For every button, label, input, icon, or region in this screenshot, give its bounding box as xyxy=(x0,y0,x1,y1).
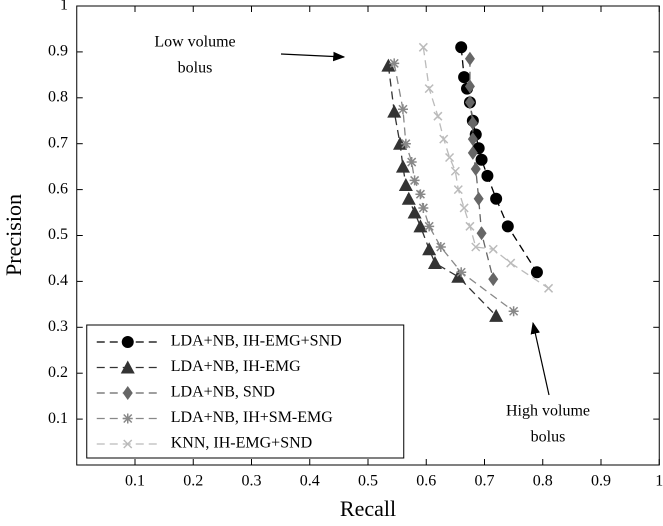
legend-label: LDA+NB, SND xyxy=(171,384,275,401)
marker xyxy=(464,95,475,110)
x-tick-label: 0.6 xyxy=(416,473,436,490)
marker xyxy=(427,256,442,270)
marker xyxy=(389,58,400,69)
x-tick-label: 0.4 xyxy=(300,473,320,490)
marker xyxy=(530,266,543,279)
x-tick-label: 1 xyxy=(655,473,663,490)
marker xyxy=(456,267,467,278)
legend-label: LDA+NB, IH+SM-EMG xyxy=(171,409,333,426)
marker xyxy=(406,157,417,168)
arrow xyxy=(530,321,550,396)
marker xyxy=(435,241,446,252)
marker xyxy=(398,178,413,192)
y-tick-label: 0.9 xyxy=(48,43,68,60)
annotation: bolus xyxy=(178,60,213,77)
marker xyxy=(508,306,519,317)
series-line xyxy=(460,47,538,273)
marker xyxy=(459,203,469,213)
marker xyxy=(120,360,135,374)
marker xyxy=(123,439,133,449)
marker xyxy=(458,71,471,84)
y-tick-label: 0.4 xyxy=(48,272,68,289)
marker xyxy=(475,153,488,166)
series-line xyxy=(469,58,494,280)
marker xyxy=(451,269,466,283)
x-tick-label: 0.5 xyxy=(358,473,378,490)
x-tick-label: 0.8 xyxy=(533,473,553,490)
marker xyxy=(473,191,484,206)
marker xyxy=(387,104,402,118)
marker xyxy=(424,84,434,94)
marker xyxy=(544,283,554,293)
marker xyxy=(122,413,133,424)
x-tick-label: 0.7 xyxy=(475,473,495,490)
x-axis-label: Recall xyxy=(340,496,396,521)
marker xyxy=(470,161,481,176)
marker xyxy=(413,219,428,233)
marker xyxy=(121,336,134,348)
y-tick-label: 0.3 xyxy=(48,318,68,335)
y-axis-label: Precision xyxy=(1,194,26,276)
legend-label: LDA+NB, IH-EMG xyxy=(171,358,301,375)
marker xyxy=(397,104,408,115)
marker xyxy=(424,221,435,232)
marker xyxy=(488,272,499,287)
annotation: Low volume xyxy=(154,34,235,51)
y-tick-label: 0.8 xyxy=(48,88,68,105)
x-tick-label: 0.1 xyxy=(125,473,145,490)
marker xyxy=(465,221,475,231)
marker xyxy=(464,79,475,94)
y-tick-label: 0.1 xyxy=(48,410,68,427)
marker xyxy=(490,192,503,205)
y-tick-label: 1 xyxy=(60,0,68,14)
annotation: bolus xyxy=(531,429,566,446)
marker xyxy=(467,145,478,160)
marker xyxy=(409,175,420,186)
marker xyxy=(445,152,455,163)
marker xyxy=(401,191,416,205)
marker xyxy=(467,132,478,147)
marker xyxy=(464,51,475,66)
marker xyxy=(433,111,443,121)
arrow xyxy=(280,51,346,62)
plot-frame xyxy=(76,5,660,466)
marker xyxy=(395,159,410,173)
legend-label: KNN, IH-EMG+SND xyxy=(171,435,312,452)
y-tick-label: 0.2 xyxy=(48,364,68,381)
marker xyxy=(415,189,426,200)
marker xyxy=(400,138,411,149)
x-tick-label: 0.2 xyxy=(183,473,203,490)
y-tick-label: 0.7 xyxy=(48,134,68,151)
legend-label: LDA+NB, IH-EMG+SND xyxy=(171,333,342,350)
marker xyxy=(481,169,494,182)
y-tick-label: 0.6 xyxy=(48,180,68,197)
series-line xyxy=(422,47,549,289)
marker xyxy=(439,134,449,144)
marker xyxy=(467,116,478,131)
annotation: High volume xyxy=(506,403,590,420)
marker xyxy=(506,258,516,268)
x-tick-label: 0.9 xyxy=(591,473,611,490)
marker xyxy=(455,41,468,54)
marker xyxy=(488,244,498,254)
marker xyxy=(501,220,514,233)
x-tick-label: 0.3 xyxy=(242,473,262,490)
marker xyxy=(418,202,429,213)
marker xyxy=(450,166,460,176)
y-tick-label: 0.5 xyxy=(48,226,68,243)
marker xyxy=(381,58,396,72)
marker xyxy=(122,386,133,400)
marker xyxy=(418,42,428,52)
marker xyxy=(471,242,481,252)
marker xyxy=(453,185,463,195)
marker xyxy=(489,308,504,322)
marker xyxy=(422,242,437,256)
marker xyxy=(476,226,487,241)
legend-box xyxy=(86,324,405,459)
marker xyxy=(407,205,422,219)
